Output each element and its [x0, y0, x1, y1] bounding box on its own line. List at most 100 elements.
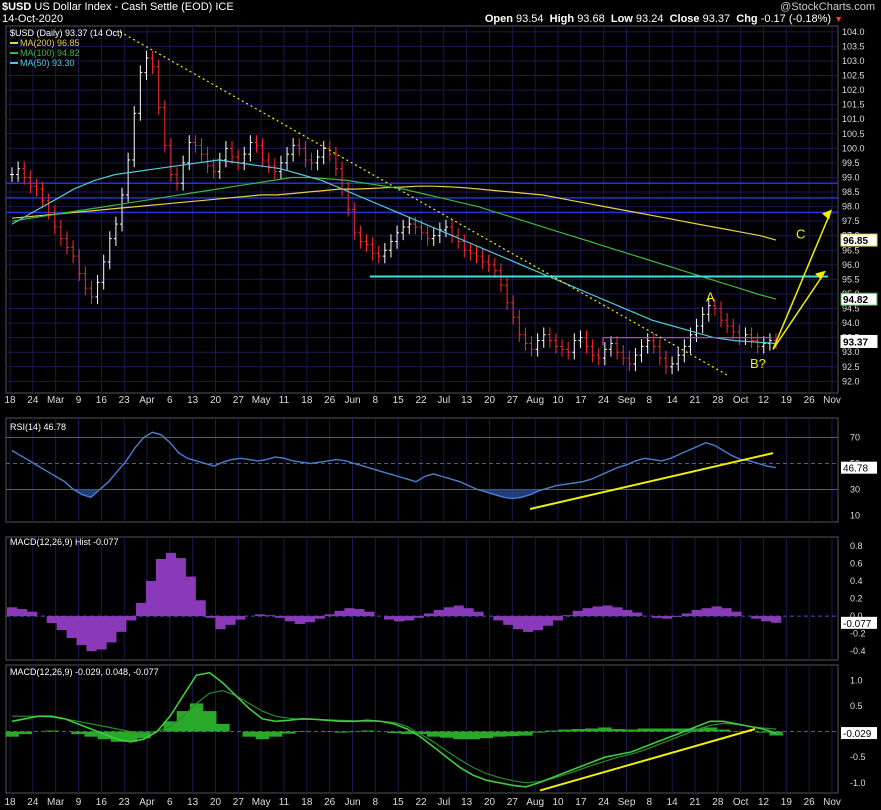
macd-hist-bar	[255, 731, 270, 740]
macd-hist-bar	[703, 727, 718, 732]
macd-hist-bar	[334, 731, 349, 733]
x-tick-label: Mar	[47, 797, 65, 808]
macd-hist-bar	[519, 731, 533, 736]
macd-hist-bar	[387, 731, 401, 734]
watermark: @StockCharts.com	[780, 1, 875, 13]
hist-bar	[701, 608, 712, 617]
hist-bar	[46, 616, 57, 624]
macd-hist-bar	[44, 730, 59, 732]
x-tick-label: 12	[758, 395, 770, 406]
x-tick-label: 20	[210, 797, 222, 808]
x-tick-label: Nov	[823, 395, 841, 406]
macd-hist-bar	[598, 727, 612, 732]
macd-hist-bar	[71, 731, 85, 735]
x-tick-label: 27	[233, 797, 245, 808]
hist-bar	[562, 615, 573, 617]
hist-bar	[721, 608, 732, 617]
downtrend-line	[119, 31, 729, 377]
hist-tick-label: 0.2	[850, 594, 863, 604]
hist-bar	[751, 616, 762, 619]
macd-line	[11, 671, 777, 788]
x-tick-label: May	[252, 797, 271, 808]
x-tick-label: 14	[667, 395, 679, 406]
hist-bar	[513, 616, 524, 630]
price-tick-label: 103.5	[842, 41, 865, 51]
hist-bar	[761, 616, 772, 622]
price-tick-label: 100.0	[842, 143, 865, 153]
hist-bar	[26, 611, 38, 617]
x-tick-label: Aug	[526, 395, 544, 406]
hist-bar	[493, 616, 504, 621]
x-tick-label: 6	[167, 395, 173, 406]
hist-bar	[364, 611, 375, 617]
macd-hist-bar	[650, 728, 665, 732]
rsi-value-label: 46.78	[843, 464, 868, 475]
hist-bar	[691, 609, 702, 617]
hist-bar	[126, 616, 137, 621]
hist-bar	[443, 607, 454, 617]
instrument-name: US Dollar Index - Cash Settle (EOD)	[34, 1, 213, 13]
x-tick-label: Aug	[526, 797, 544, 808]
hist-tick-label: 0.4	[850, 576, 863, 586]
hist-bar	[632, 612, 643, 617]
x-tick-label: 24	[27, 395, 39, 406]
macd-hist-bar	[677, 728, 691, 732]
x-tick-label: 27	[507, 797, 519, 808]
macd-hist-bar	[5, 731, 19, 737]
x-tick-label: 13	[187, 395, 199, 406]
hist-bar	[552, 616, 563, 621]
x-tick-label: 27	[507, 395, 519, 406]
hist-bar	[235, 616, 246, 620]
macd-hist-bar	[716, 729, 731, 732]
rsi-panel-title: RSI(14) 46.78	[10, 422, 66, 432]
macd-hist-bar	[18, 731, 33, 735]
rsi-line	[11, 431, 777, 500]
hist-bar	[503, 616, 514, 625]
x-tick-label: 23	[119, 797, 131, 808]
hist-bar	[324, 614, 335, 617]
x-tick-label: 18	[301, 395, 313, 406]
macd-hist-bar	[123, 731, 138, 742]
rsi-tick-label: 10	[850, 511, 860, 521]
hist-bar	[622, 609, 633, 617]
price-label-box	[840, 334, 878, 348]
chart-header-title: $USD US Dollar Index - Cash Settle (EOD)…	[2, 1, 234, 13]
hist-bar	[463, 608, 474, 617]
price-tick-label: 94.0	[842, 318, 860, 328]
hist-bar	[116, 616, 127, 632]
hist-bar	[255, 614, 266, 617]
x-tick-label: 13	[461, 797, 473, 808]
x-tick-label: Jul	[437, 395, 450, 406]
hist-bar	[661, 616, 673, 619]
rsi-tick-label: 70	[850, 433, 860, 443]
macd-hist-bar	[426, 731, 441, 737]
hist-bar	[344, 608, 355, 617]
price-tick-label: 93.0	[842, 347, 860, 357]
macd-hist-bar	[756, 731, 770, 733]
hist-bar	[592, 606, 603, 617]
hist-bar	[175, 558, 186, 617]
price-tick-label: 98.5	[842, 187, 860, 197]
x-tick-label: 17	[575, 797, 587, 808]
x-tick-label: 28	[712, 797, 724, 808]
price-label-box	[840, 233, 878, 247]
ohlc-readout: Open 93.54 High 93.68 Low 93.24 Close 93…	[484, 13, 843, 25]
price-label: 94.82	[843, 295, 868, 306]
x-tick-label: 10	[552, 395, 564, 406]
arrow-head-icon	[822, 209, 832, 220]
x-tick-label: 26	[324, 395, 336, 406]
x-tick-label: 9	[76, 395, 82, 406]
hist-bar	[86, 616, 97, 652]
hist-bar	[582, 608, 593, 617]
price-tick-label: 92.5	[842, 362, 860, 372]
hist-bar	[433, 609, 444, 617]
macd-hist-bar	[611, 729, 625, 732]
x-tick-label: Jul	[437, 797, 450, 808]
macd-hist-bar	[571, 729, 586, 732]
ma50-line	[11, 159, 777, 345]
annotation-c: C	[796, 227, 805, 242]
projection-arrow	[772, 217, 829, 350]
exchange-label: ICE	[215, 1, 234, 13]
hist-bar	[165, 552, 177, 617]
